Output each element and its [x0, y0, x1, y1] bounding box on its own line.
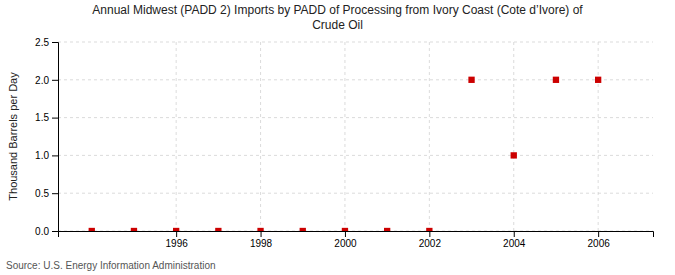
grid-line-x	[429, 42, 430, 231]
grid-line-y	[58, 42, 653, 43]
x-tick: 1998	[250, 231, 273, 249]
y-tick-mark	[52, 80, 58, 81]
point	[553, 77, 559, 83]
y-tick-label: 1.0	[35, 150, 49, 161]
x-tick-label: 2006	[588, 238, 611, 249]
point	[215, 228, 221, 231]
y-tick: 1.5	[35, 112, 58, 123]
y-tick-label: 2.5	[35, 37, 49, 48]
title: Annual Midwest (PADD 2) Imports by PADD …	[92, 3, 583, 32]
x-tick-mark	[514, 231, 515, 237]
source: Source: U.S. Energy Information Administ…	[6, 260, 216, 271]
y-tick-mark	[52, 42, 58, 43]
grid-line-x	[344, 42, 345, 231]
plot-area: 1996 1998 2000 2002 2004 2006 0.0 0.5 1.0 1.5 2.0 2…	[35, 37, 653, 249]
chart: 1996 1998 2000 2002 2004 2006 0.0 0.5 1.0 1.5 2.0 2…	[0, 0, 675, 275]
x-tick-mark	[429, 231, 430, 237]
x-tick-mark	[345, 231, 346, 237]
x-tick: 2004	[503, 231, 526, 249]
grid	[58, 42, 653, 231]
y-tick: 2.5	[35, 37, 58, 48]
point	[300, 228, 306, 231]
points	[89, 77, 602, 231]
y-tick-mark	[52, 118, 58, 119]
y-axis-line	[52, 43, 59, 232]
x-tick-label: 2000	[334, 238, 357, 249]
x-tick-label: 1996	[166, 238, 189, 249]
x-tick-label: 1998	[250, 238, 273, 249]
grid-line-x	[260, 42, 261, 231]
x-tick-mark	[598, 231, 599, 237]
grid-line-x	[598, 42, 599, 231]
point	[384, 228, 390, 231]
y-tick-mark	[52, 193, 58, 194]
grid-line-y	[58, 79, 653, 80]
y-tick: 0.0	[35, 226, 58, 237]
grid-line-y	[58, 117, 653, 118]
point	[173, 228, 179, 231]
point	[342, 228, 348, 231]
x-axis: 1996 1998 2000 2002 2004 2006	[59, 231, 654, 249]
x-tick: 2000	[334, 231, 357, 249]
grid-line-y	[58, 155, 653, 156]
y-tick-label: 0.5	[35, 188, 49, 199]
x-tick: 1996	[166, 231, 189, 249]
y-axis-title: Thousand Barrels per Day	[7, 72, 19, 201]
y-tick: 1.0	[35, 150, 58, 161]
x-tick-label: 2002	[419, 238, 442, 249]
y-tick-mark	[52, 231, 58, 232]
y-tick: 0.5	[35, 188, 58, 199]
x-tick: 2006	[588, 231, 611, 249]
point	[468, 77, 474, 83]
y-tick-mark	[52, 155, 58, 156]
x-tick-mark	[176, 231, 177, 237]
grid-line-y	[58, 193, 653, 194]
x-tick-mark	[261, 231, 262, 237]
y-tick: 2.0	[35, 75, 58, 86]
grid-line-x	[176, 42, 177, 231]
x-axis-line	[59, 232, 654, 238]
grid-line-x	[513, 42, 514, 231]
y-tick-label: 1.5	[35, 112, 49, 123]
y-tick-label: 0.0	[35, 226, 49, 237]
y-axis: 0.0 0.5 1.0 1.5 2.0 2.5	[35, 37, 58, 237]
x-tick: 2002	[419, 231, 442, 249]
x-tick-label: 2004	[503, 238, 526, 249]
point	[131, 228, 137, 231]
point	[595, 77, 601, 83]
point	[257, 228, 263, 231]
point	[426, 228, 432, 231]
point	[511, 152, 517, 158]
point	[89, 228, 95, 231]
y-tick-label: 2.0	[35, 75, 49, 86]
